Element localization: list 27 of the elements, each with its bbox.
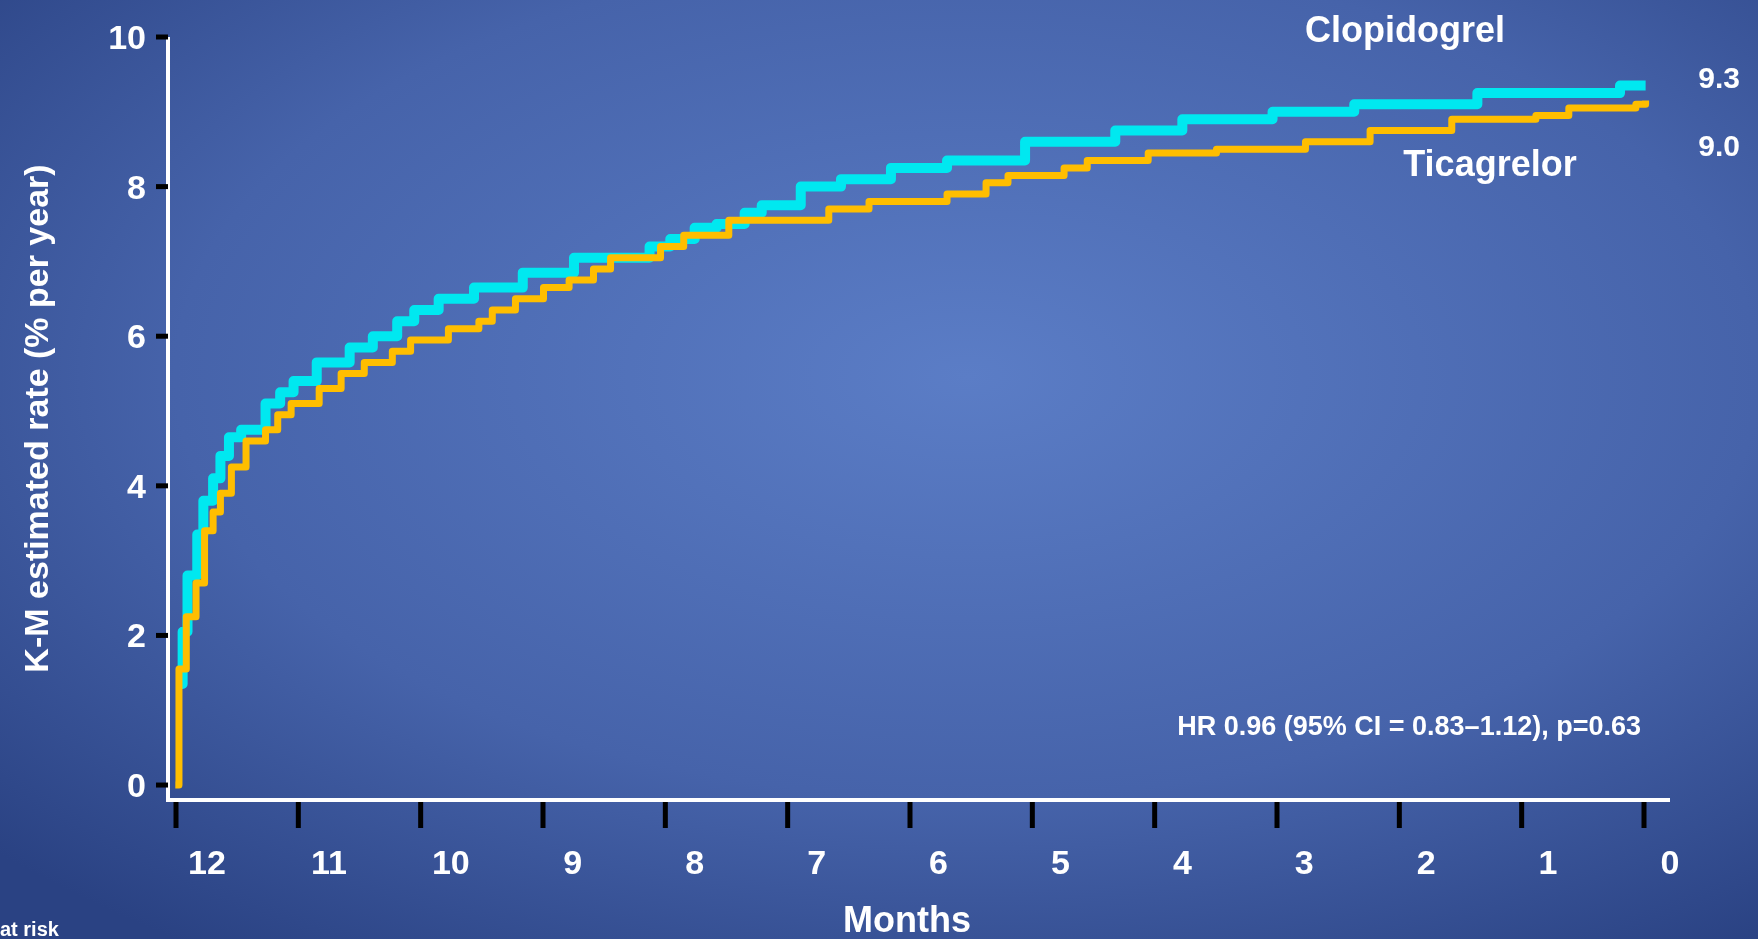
- y-tick-label: 10: [108, 17, 146, 56]
- x-axis-title: Months: [843, 899, 971, 939]
- series-label: Ticagrelor: [1403, 143, 1577, 184]
- series-label: Clopidogrel: [1305, 9, 1505, 50]
- x-tick-label: 1: [1538, 843, 1558, 881]
- text: at risk: [0, 918, 60, 939]
- x-tick-label: 4: [1172, 843, 1192, 881]
- x-tick-label: 9: [563, 843, 583, 881]
- x-tick-label: 7: [807, 843, 827, 881]
- x-tick-label: 6: [929, 843, 948, 881]
- y-tick-label: 6: [127, 317, 146, 356]
- x-tick-label: 12: [188, 843, 226, 881]
- x-tick-label: 10: [431, 843, 470, 881]
- text: 9.3: [1698, 61, 1740, 94]
- y-axis-title: K-M estimated rate (% per year): [17, 164, 55, 673]
- text: 9.0: [1698, 129, 1740, 162]
- x-tick-label: 11: [310, 843, 347, 881]
- y-tick-label: 4: [127, 466, 147, 505]
- y-tick-label: 2: [127, 616, 146, 655]
- x-tick-label: 0: [1660, 843, 1680, 881]
- x-tick-label: 2: [1416, 843, 1436, 881]
- y-tick-label: 8: [127, 167, 146, 206]
- y-tick-label: 0: [127, 765, 146, 804]
- x-tick-label: 5: [1050, 843, 1070, 881]
- annotation: HR 0.96 (95% CI = 0.83–1.12), p=0.63: [1177, 711, 1641, 741]
- x-tick-label: 8: [685, 843, 705, 881]
- x-tick-label: 3: [1294, 843, 1314, 881]
